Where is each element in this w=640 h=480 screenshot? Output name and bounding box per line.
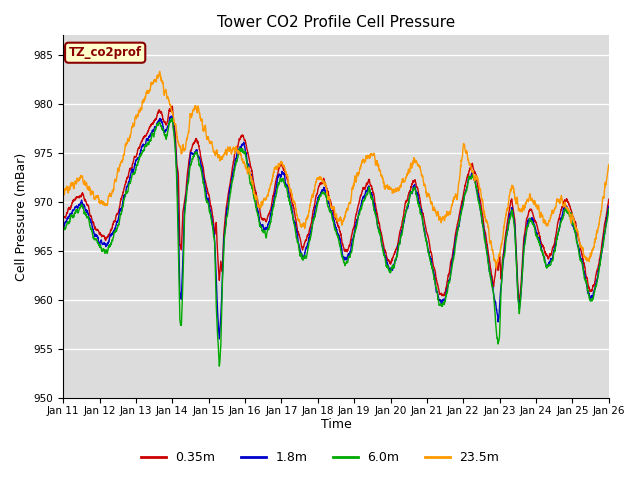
0.35m bbox=[515, 299, 523, 305]
0.35m bbox=[212, 224, 220, 229]
6.0m bbox=[605, 207, 612, 213]
6.0m bbox=[390, 264, 397, 270]
0.35m bbox=[605, 197, 612, 203]
23.5m bbox=[156, 69, 164, 74]
Title: Tower CO2 Profile Cell Pressure: Tower CO2 Profile Cell Pressure bbox=[217, 15, 455, 30]
1.8m bbox=[605, 204, 612, 209]
6.0m bbox=[216, 363, 223, 369]
0.35m bbox=[554, 224, 561, 230]
6.0m bbox=[212, 280, 220, 286]
6.0m bbox=[605, 206, 612, 212]
1.8m bbox=[390, 263, 397, 268]
1.8m bbox=[554, 233, 561, 239]
1.8m bbox=[60, 224, 67, 230]
0.35m bbox=[177, 242, 184, 248]
6.0m bbox=[168, 116, 176, 121]
1.8m bbox=[177, 291, 184, 297]
X-axis label: Time: Time bbox=[321, 419, 351, 432]
Line: 6.0m: 6.0m bbox=[63, 119, 609, 366]
23.5m bbox=[605, 162, 612, 168]
1.8m bbox=[212, 263, 220, 269]
6.0m bbox=[399, 224, 407, 230]
Text: TZ_co2prof: TZ_co2prof bbox=[68, 46, 141, 59]
0.35m bbox=[399, 216, 406, 222]
23.5m bbox=[399, 179, 406, 184]
23.5m bbox=[212, 152, 220, 157]
0.35m bbox=[168, 103, 176, 109]
Y-axis label: Cell Pressure (mBar): Cell Pressure (mBar) bbox=[15, 153, 28, 281]
Line: 1.8m: 1.8m bbox=[63, 116, 609, 339]
Legend: 0.35m, 1.8m, 6.0m, 23.5m: 0.35m, 1.8m, 6.0m, 23.5m bbox=[136, 446, 504, 469]
0.35m bbox=[60, 215, 67, 221]
23.5m bbox=[389, 190, 397, 195]
0.35m bbox=[605, 196, 612, 202]
Line: 0.35m: 0.35m bbox=[63, 106, 609, 302]
23.5m bbox=[60, 191, 67, 196]
23.5m bbox=[605, 162, 612, 168]
23.5m bbox=[554, 196, 561, 202]
1.8m bbox=[216, 336, 223, 342]
23.5m bbox=[493, 265, 500, 271]
0.35m bbox=[389, 254, 397, 260]
1.8m bbox=[168, 113, 176, 119]
6.0m bbox=[554, 234, 561, 240]
Line: 23.5m: 23.5m bbox=[63, 72, 609, 268]
6.0m bbox=[177, 320, 184, 325]
6.0m bbox=[60, 227, 67, 232]
1.8m bbox=[605, 204, 612, 210]
1.8m bbox=[399, 223, 407, 229]
23.5m bbox=[177, 144, 184, 150]
